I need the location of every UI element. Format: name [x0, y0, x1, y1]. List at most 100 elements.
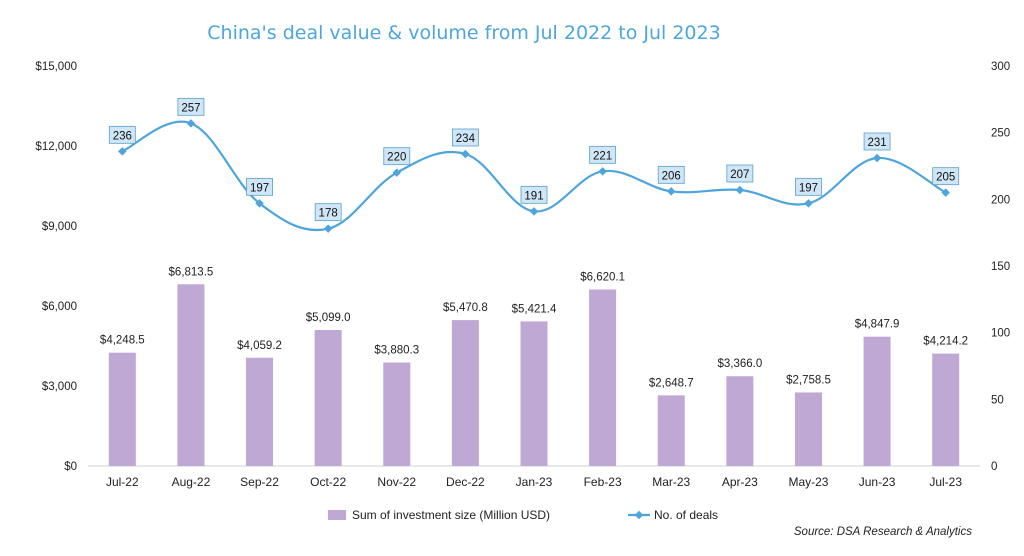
category-label: Aug-22 [172, 475, 211, 489]
left-axis-tick-label: $0 [64, 461, 77, 473]
line-point-marker [461, 149, 470, 159]
bar [451, 320, 479, 466]
bar-value-label: $3,880.3 [374, 345, 419, 357]
bar-value-label: $4,059.2 [237, 340, 282, 352]
deal-value-label: 231 [867, 137, 886, 149]
bar [520, 321, 548, 466]
bar-data-labels: $4,248.5 $6,813.5 $4,059.2 $5,099.0 $3,880.3… [100, 266, 968, 389]
right-axis-tick-label: 100 [991, 328, 1010, 340]
deal-value-label: 234 [456, 133, 476, 145]
deal-label-box [726, 164, 754, 183]
deal-label-box [657, 165, 685, 184]
left-axis-tick-label: $12,000 [35, 141, 77, 153]
bar [383, 362, 411, 466]
line-point-marker [118, 147, 127, 156]
right-axis-tick-label: 250 [991, 128, 1010, 140]
bar [657, 395, 685, 466]
right-axis-tick-label: 300 [991, 61, 1010, 73]
deal-label-box [108, 125, 136, 144]
deal-value-label: 220 [387, 152, 406, 164]
line-point-marker [872, 153, 882, 163]
bar-value-label: $4,214.2 [923, 336, 968, 348]
source-note: Source: DSA Research & Analytics [794, 526, 972, 538]
bar [246, 357, 274, 466]
bar-value-label: $6,813.5 [169, 266, 214, 278]
left-y-axis: $0 $3,000 $6,000 $9,000 $12,000 $15,000 [35, 61, 77, 473]
category-label: Jul-22 [106, 475, 139, 489]
line-point-marker [666, 187, 676, 196]
line-point-marker [323, 224, 333, 233]
bar [589, 289, 617, 466]
left-axis-tick-label: $15,000 [35, 61, 77, 73]
category-label: Feb-23 [584, 475, 622, 489]
bar [314, 330, 342, 466]
left-axis-tick-label: $9,000 [42, 221, 77, 233]
deal-value-label: 191 [524, 190, 543, 202]
bar-value-label: $4,847.9 [855, 319, 900, 331]
right-y-axis: 0 50 100 150 200 250 300 [991, 61, 1010, 473]
deals-data-labels: 236 257 197 178 220 234 191 221 206 207 197 231 205 [108, 97, 960, 222]
right-axis-tick-label: 200 [991, 194, 1010, 206]
bar-value-label: $5,421.4 [512, 303, 557, 315]
legend-bar-label: Sum of investment size (Million USD) [352, 508, 550, 522]
deal-label-box [314, 203, 342, 222]
legend: Sum of investment size (Million USD) No.… [328, 508, 718, 522]
category-label: Mar-23 [652, 475, 690, 489]
deal-label-box [177, 97, 205, 116]
deal-value-label: 205 [936, 172, 955, 184]
deal-value-label: 221 [593, 150, 612, 162]
bar [177, 284, 205, 466]
category-label: Dec-22 [446, 475, 485, 489]
bar-value-label: $2,648.7 [649, 377, 694, 389]
category-label: Apr-23 [722, 475, 758, 489]
line-point-marker [255, 199, 264, 208]
category-label: Jul-23 [929, 475, 962, 489]
deal-value-label: 257 [181, 102, 200, 114]
deal-value-label: 207 [730, 169, 749, 181]
bar-series [108, 284, 960, 466]
bar [726, 376, 754, 466]
deal-label-box [589, 145, 617, 164]
category-label: Jan-23 [516, 475, 553, 489]
deals-line-markers [118, 119, 950, 233]
deal-label-box [383, 147, 411, 166]
bar-value-label: $5,470.8 [443, 302, 488, 314]
left-axis-tick-label: $6,000 [42, 301, 77, 313]
bar-value-label: $3,366.0 [717, 358, 762, 370]
bar [932, 353, 960, 466]
chart-title: China's deal value & volume from Jul 202… [207, 22, 720, 44]
line-point-marker [186, 119, 196, 128]
bar-value-label: $6,620.1 [580, 271, 625, 283]
deal-label-box [246, 177, 273, 196]
deal-value-label: 178 [319, 208, 338, 220]
x-axis-category-labels: Jul-22 Aug-22 Sep-22 Oct-22 Nov-22 Dec-22 Jan-… [106, 475, 962, 489]
right-axis-tick-label: 0 [991, 461, 997, 473]
left-axis-tick-label: $3,000 [42, 381, 77, 393]
deal-label-box [451, 128, 479, 147]
category-label: Oct-22 [310, 475, 346, 489]
right-axis-tick-label: 50 [991, 394, 1004, 406]
deal-label-box [863, 132, 891, 151]
legend-line-marker [634, 510, 644, 520]
legend-bar-swatch [328, 510, 346, 520]
line-point-marker [735, 185, 745, 195]
category-label: Jun-23 [859, 475, 896, 489]
bar-value-label: $5,099.0 [306, 312, 351, 324]
deal-label-box [795, 177, 822, 196]
line-point-marker [392, 168, 402, 177]
category-label: Nov-22 [377, 475, 416, 489]
deal-value-label: 197 [799, 182, 818, 194]
line-point-marker [529, 207, 539, 216]
category-label: May-23 [788, 475, 828, 489]
legend-line-label: No. of deals [654, 508, 718, 522]
deal-value-label: 236 [113, 130, 132, 142]
deal-value-label: 206 [662, 170, 681, 182]
deal-value-label: 197 [250, 182, 269, 194]
deal-label-box [932, 167, 960, 186]
deal-label-box [520, 185, 548, 204]
bar-value-label: $2,758.5 [786, 374, 831, 386]
right-axis-tick-label: 150 [991, 261, 1010, 273]
category-label: Sep-22 [240, 475, 279, 489]
bar [794, 392, 822, 466]
